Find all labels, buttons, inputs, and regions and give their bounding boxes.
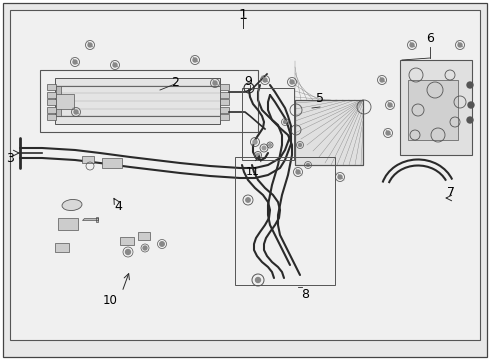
Circle shape <box>262 146 266 150</box>
Bar <box>138 232 150 240</box>
Text: 8: 8 <box>301 288 309 301</box>
Bar <box>47 91 56 98</box>
Bar <box>56 86 61 116</box>
Bar <box>56 94 74 109</box>
Ellipse shape <box>62 199 82 211</box>
Bar <box>242 88 294 160</box>
Text: 6: 6 <box>426 32 434 45</box>
Circle shape <box>263 78 267 82</box>
Circle shape <box>125 249 130 255</box>
Text: 4: 4 <box>114 201 122 213</box>
Circle shape <box>73 60 77 64</box>
Bar <box>400 60 472 155</box>
Text: 7: 7 <box>447 185 455 198</box>
Circle shape <box>160 242 164 246</box>
Circle shape <box>296 170 300 174</box>
Circle shape <box>113 63 117 67</box>
Circle shape <box>467 117 473 123</box>
Circle shape <box>193 58 197 62</box>
Bar <box>55 78 220 124</box>
Bar <box>120 237 134 245</box>
Bar <box>102 158 122 168</box>
Bar <box>220 91 229 98</box>
Circle shape <box>338 175 342 179</box>
Bar <box>408 80 458 140</box>
Polygon shape <box>82 217 98 222</box>
Circle shape <box>256 153 260 157</box>
Bar <box>220 99 229 105</box>
Circle shape <box>388 103 392 107</box>
Text: 1: 1 <box>239 8 247 22</box>
Text: 11: 11 <box>246 167 260 177</box>
Bar <box>47 107 56 112</box>
Bar <box>295 100 363 165</box>
Circle shape <box>74 110 78 114</box>
Bar <box>220 107 229 112</box>
Circle shape <box>386 131 390 135</box>
Text: 9: 9 <box>244 75 252 88</box>
Bar <box>40 70 258 132</box>
Bar <box>220 114 229 120</box>
Bar <box>47 84 56 90</box>
Bar <box>47 99 56 105</box>
Circle shape <box>298 144 301 147</box>
Circle shape <box>467 82 473 88</box>
Circle shape <box>269 144 271 147</box>
Circle shape <box>410 43 414 47</box>
Text: 3: 3 <box>6 152 14 165</box>
Bar <box>82 156 94 163</box>
Circle shape <box>380 78 384 82</box>
Bar <box>55 243 69 252</box>
Circle shape <box>284 121 287 123</box>
Bar <box>295 100 363 165</box>
Bar <box>47 114 56 120</box>
Bar <box>58 218 78 230</box>
Text: 5: 5 <box>316 92 324 105</box>
Circle shape <box>468 102 474 108</box>
Circle shape <box>246 198 250 202</box>
Circle shape <box>458 43 462 47</box>
Bar <box>220 84 229 90</box>
Text: 2: 2 <box>171 76 179 89</box>
Circle shape <box>143 246 147 250</box>
Bar <box>235 157 335 285</box>
Circle shape <box>253 140 257 144</box>
Circle shape <box>88 43 92 47</box>
Circle shape <box>213 81 217 85</box>
Circle shape <box>290 80 294 84</box>
Text: 10: 10 <box>102 293 118 306</box>
Circle shape <box>255 278 261 283</box>
Circle shape <box>307 163 310 166</box>
